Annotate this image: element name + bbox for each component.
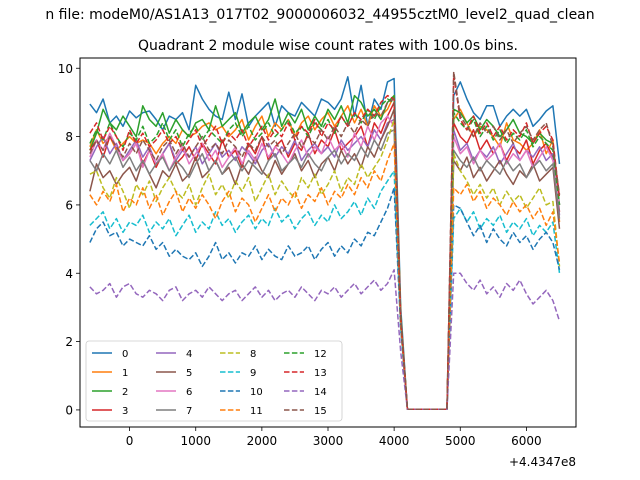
x-tick-label: 5000 — [445, 434, 476, 448]
y-tick-label: 6 — [65, 198, 73, 212]
legend-label-11: 11 — [250, 406, 263, 417]
legend-label-14: 14 — [314, 387, 327, 398]
legend-label-0: 0 — [122, 349, 128, 360]
y-tick-label: 4 — [65, 267, 73, 281]
x-tick-label: 2000 — [247, 434, 278, 448]
series-line-8 — [89, 118, 561, 410]
legend-label-4: 4 — [186, 349, 192, 360]
legend-box — [85, 340, 343, 422]
legend-label-8: 8 — [250, 349, 256, 360]
legend-label-9: 9 — [250, 368, 256, 379]
y-tick-label: 8 — [65, 130, 73, 144]
series-line-12 — [89, 98, 561, 410]
series-line-2 — [89, 94, 561, 410]
series-line-14 — [89, 269, 561, 410]
x-tick-label: 1000 — [180, 434, 211, 448]
legend-label-10: 10 — [250, 387, 263, 398]
x-offset-text: +4.4347e8 — [509, 455, 576, 469]
legend-label-12: 12 — [314, 349, 327, 360]
legend-label-5: 5 — [186, 368, 192, 379]
legend-label-2: 2 — [122, 387, 128, 398]
series-layer — [89, 70, 561, 410]
series-line-15 — [89, 70, 561, 410]
legend-label-13: 13 — [314, 368, 327, 379]
series-line-0 — [89, 76, 561, 410]
x-tick-label: 3000 — [313, 434, 344, 448]
legend-label-15: 15 — [314, 406, 327, 417]
series-line-7 — [89, 129, 561, 410]
x-axis: 0 1000 2000 3000 4000 5000 6000 — [126, 427, 542, 448]
y-tick-label: 0 — [65, 403, 73, 417]
x-tick-label: 4000 — [379, 434, 410, 448]
x-tick-label: 6000 — [511, 434, 542, 448]
legend-label-1: 1 — [122, 368, 128, 379]
figure-suptitle: n file: modeM0/AS1A13_017T02_9000006032_… — [45, 7, 594, 23]
y-axis: 0 2 4 6 8 10 — [58, 62, 80, 417]
series-line-9 — [89, 170, 561, 410]
series-line-10 — [89, 187, 561, 410]
series-line-11 — [89, 142, 561, 410]
y-tick-label: 2 — [65, 335, 73, 349]
y-tick-label: 10 — [58, 62, 73, 76]
legend-label-3: 3 — [122, 406, 128, 417]
legend-label-7: 7 — [186, 406, 192, 417]
chart-title: Quadrant 2 module wise count rates with … — [138, 38, 518, 54]
legend-label-6: 6 — [186, 387, 192, 398]
x-tick-label: 0 — [126, 434, 134, 448]
